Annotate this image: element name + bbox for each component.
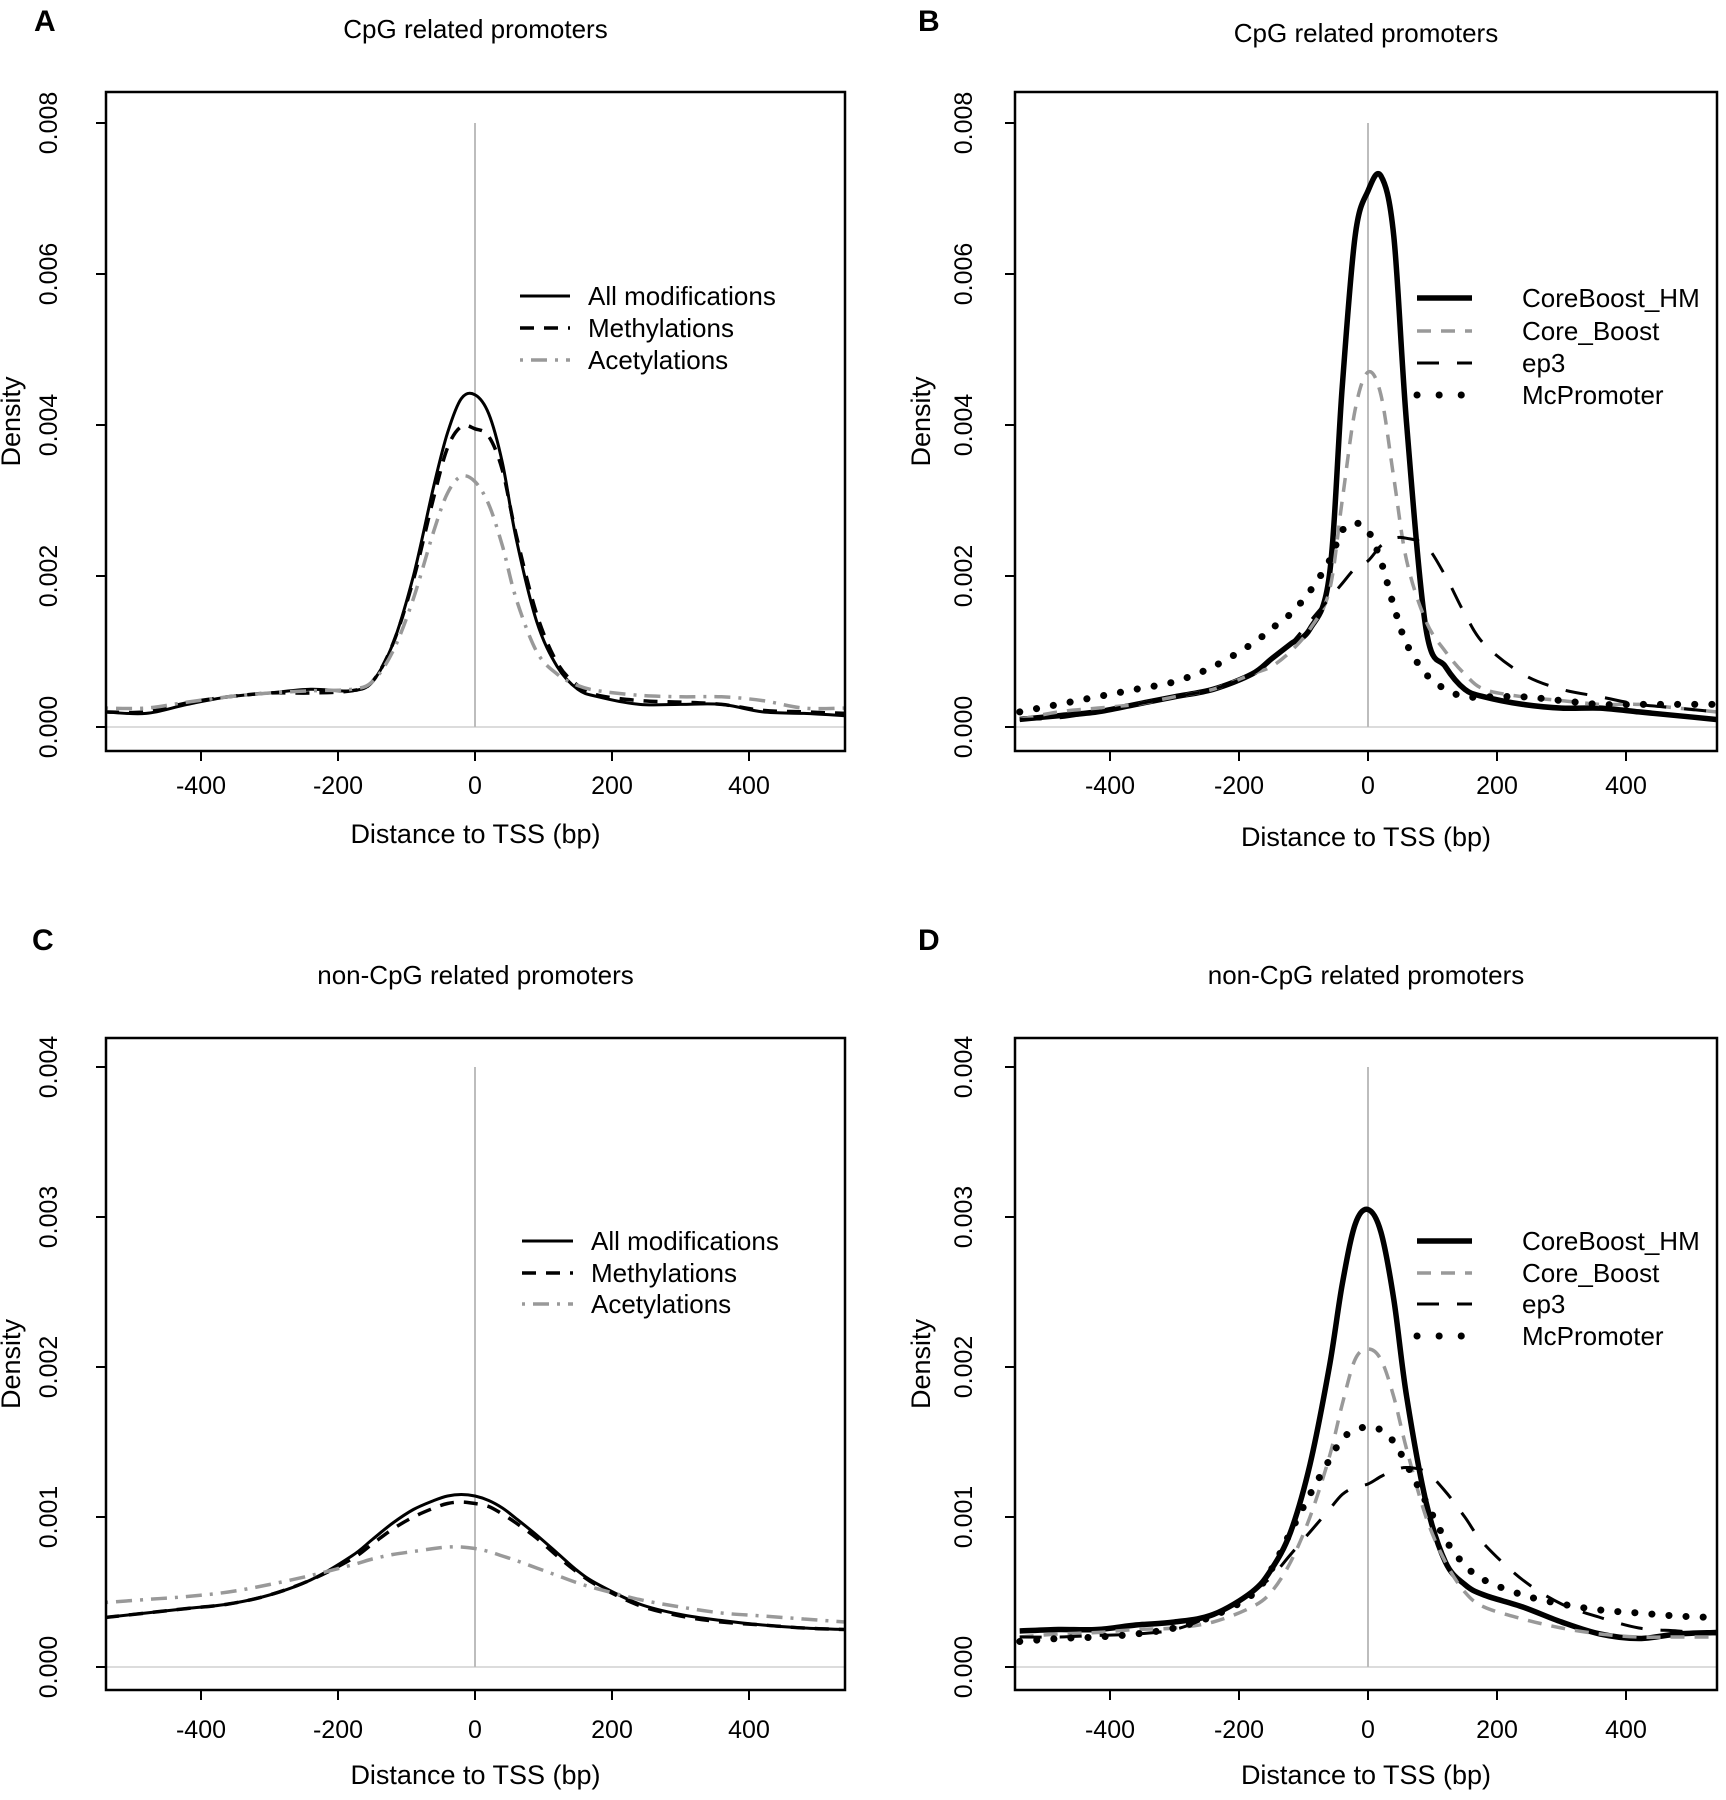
legend: All modificationsMethylationsAcetylation… (520, 281, 776, 375)
x-tick-label: -400 (176, 1716, 226, 1744)
chart-title: CpG related promoters (1234, 18, 1498, 48)
x-axis-label: Distance to TSS (bp) (1241, 1760, 1491, 1790)
legend-label: McPromoter (1522, 380, 1664, 410)
series-line-methylations (106, 423, 845, 716)
y-tick-label: 0.004 (950, 1036, 978, 1099)
y-tick-label: 0.000 (35, 696, 63, 759)
series-line-acetylations (106, 473, 845, 711)
series-group (106, 1493, 845, 1632)
x-tick-label: -200 (313, 1716, 363, 1744)
x-tick-label: -200 (313, 772, 363, 800)
panel-letter: A (34, 5, 56, 38)
y-tick-label: 0.002 (35, 1336, 63, 1399)
y-axis-label: Density (906, 376, 936, 467)
x-tick-label: -400 (1085, 772, 1135, 800)
series-group (1016, 1206, 1717, 1645)
series-line-coreboost-hm (1019, 1206, 1717, 1642)
panel-a: A CpG related promoters -400 -200 0 200 400 0.0… (0, 5, 847, 849)
y-axis-label: Density (906, 1318, 936, 1409)
plot-frame (1013, 90, 1719, 753)
panel-letter: D (918, 924, 940, 957)
series-line-acetylations (106, 1545, 845, 1624)
legend-label: All modifications (591, 1226, 779, 1256)
y-tick-label: 0.003 (35, 1186, 63, 1249)
legend-label: CoreBoost_HM (1522, 283, 1700, 313)
series-line-methylations (106, 1500, 845, 1632)
y-tick-label: 0.003 (950, 1186, 978, 1249)
series-line-all-modifications (106, 391, 845, 718)
y-tick-label: 0.008 (950, 92, 978, 155)
legend-label: Core_Boost (1522, 1258, 1660, 1288)
y-tick-label: 0.000 (35, 1636, 63, 1699)
x-tick-label: 0 (468, 772, 482, 800)
x-tick-label: 400 (728, 772, 770, 800)
x-tick-label: 200 (591, 1716, 633, 1744)
x-tick-label: -200 (1214, 1716, 1264, 1744)
y-tick-label: 0.000 (950, 1636, 978, 1699)
x-axis-label: Distance to TSS (bp) (350, 1760, 600, 1790)
x-tick-label: 200 (1476, 772, 1518, 800)
y-tick-label: 0.002 (35, 545, 63, 608)
x-tick-label: -200 (1214, 772, 1264, 800)
plot-frame (1013, 1036, 1719, 1692)
panel-letter: C (32, 924, 54, 957)
x-tick-label: 0 (1361, 772, 1375, 800)
x-tick-label: -400 (176, 772, 226, 800)
legend-label: Acetylations (591, 1289, 731, 1319)
legend-label: ep3 (1522, 1289, 1565, 1319)
series-line-coreboost-hm (1019, 170, 1717, 723)
legend-label: Acetylations (588, 345, 728, 375)
y-tick-label: 0.002 (950, 545, 978, 608)
y-tick-label: 0.001 (35, 1486, 63, 1549)
legend-label: Core_Boost (1522, 316, 1660, 346)
x-axis-label: Distance to TSS (bp) (350, 819, 600, 849)
series-line-ep3 (1019, 1465, 1717, 1639)
y-tick-label: 0.006 (950, 243, 978, 306)
chart-title: non-CpG related promoters (317, 960, 633, 990)
series-group (106, 391, 845, 718)
series-line-mcpromoter (1016, 519, 1717, 716)
panel-b: B CpG related promoters -400 -200 0 200 400 0.0… (906, 5, 1719, 852)
series-group (1016, 170, 1717, 723)
y-tick-label: 0.000 (950, 696, 978, 759)
x-tick-label: 400 (1605, 772, 1647, 800)
x-tick-label: 200 (1476, 1716, 1518, 1744)
chart-title: non-CpG related promoters (1208, 960, 1524, 990)
y-tick-label: 0.001 (950, 1486, 978, 1549)
y-axis-label: Density (0, 1318, 26, 1409)
series-line-mcpromoter (1016, 1423, 1717, 1645)
y-tick-label: 0.004 (35, 1036, 63, 1099)
x-tick-label: -400 (1085, 1716, 1135, 1744)
legend-label: Methylations (591, 1258, 737, 1288)
x-tick-label: 0 (1361, 1716, 1375, 1744)
legend-label: Methylations (588, 313, 734, 343)
legend-label: All modifications (588, 281, 776, 311)
x-tick-label: 200 (591, 772, 633, 800)
y-tick-label: 0.004 (35, 394, 63, 457)
x-tick-label: 400 (1605, 1716, 1647, 1744)
y-axis-label: Density (0, 376, 26, 467)
y-tick-label: 0.008 (35, 92, 63, 155)
x-tick-label: 0 (468, 1716, 482, 1744)
y-tick-label: 0.004 (950, 394, 978, 457)
y-tick-label: 0.006 (35, 243, 63, 306)
legend-label: McPromoter (1522, 1321, 1664, 1351)
chart-title: CpG related promoters (343, 14, 607, 44)
legend-label: ep3 (1522, 348, 1565, 378)
legend-label: CoreBoost_HM (1522, 1226, 1700, 1256)
panel-letter: B (918, 5, 940, 38)
y-tick-label: 0.002 (950, 1336, 978, 1399)
series-line-ep3 (1019, 535, 1717, 721)
x-axis-label: Distance to TSS (bp) (1241, 822, 1491, 852)
x-tick-label: 400 (728, 1716, 770, 1744)
legend: All modificationsMethylationsAcetylation… (522, 1226, 779, 1319)
